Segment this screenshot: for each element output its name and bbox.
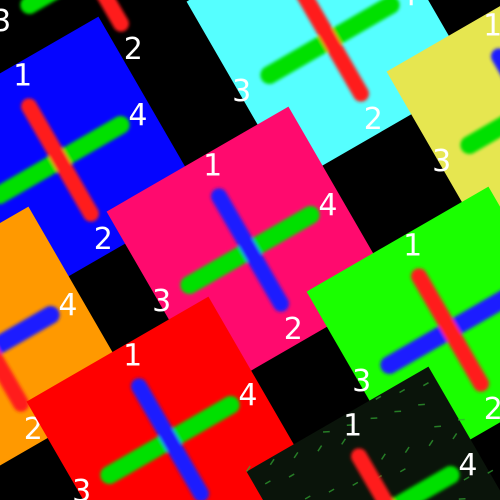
label-4: 4 bbox=[318, 188, 337, 223]
label-3: 3 bbox=[432, 144, 451, 179]
horizontal-bar bbox=[0, 306, 60, 394]
cross bbox=[180, 188, 320, 312]
texture-speck bbox=[404, 446, 410, 454]
cross bbox=[460, 48, 500, 172]
texture-speck bbox=[428, 439, 434, 447]
texture-speck bbox=[434, 425, 442, 428]
texture-speck bbox=[394, 410, 402, 413]
label-3: 3 bbox=[352, 364, 371, 399]
texture-speck bbox=[370, 417, 378, 420]
tile-bottom-middle-red: 1 2 3 4 bbox=[26, 296, 314, 500]
cross bbox=[380, 268, 500, 392]
cross bbox=[0, 98, 130, 222]
texture-speck bbox=[264, 480, 271, 485]
label-1: 1 bbox=[123, 338, 142, 373]
vertical-bar bbox=[0, 288, 29, 412]
texture-speck bbox=[352, 481, 359, 487]
texture-speck bbox=[458, 418, 465, 421]
texture-speck bbox=[452, 433, 458, 440]
label-4: 4 bbox=[58, 288, 77, 323]
label-4: 4 bbox=[398, 0, 417, 13]
texture-speck bbox=[375, 395, 382, 400]
texture-speck bbox=[328, 488, 335, 493]
texture-speck bbox=[317, 445, 323, 452]
cross bbox=[0, 288, 60, 412]
label-4: 4 bbox=[238, 378, 257, 413]
texture-speck bbox=[399, 388, 406, 394]
texture-speck bbox=[288, 473, 295, 478]
label-1: 1 bbox=[483, 8, 500, 43]
tile-top-middle-cyan: 1 2 3 4 bbox=[186, 0, 474, 184]
vertical-bar bbox=[211, 188, 289, 312]
texture-speck bbox=[323, 430, 330, 433]
vertical-bar bbox=[351, 448, 429, 500]
label-2: 2 bbox=[364, 102, 383, 137]
texture-speck bbox=[399, 468, 406, 473]
cross bbox=[260, 0, 400, 102]
vertical-bar bbox=[21, 98, 99, 222]
horizontal-bar bbox=[460, 66, 500, 154]
label-3: 3 bbox=[232, 74, 251, 109]
cross bbox=[100, 378, 240, 500]
texture-speck bbox=[341, 438, 347, 445]
label-4: 4 bbox=[458, 448, 477, 483]
label-3: 3 bbox=[0, 4, 11, 39]
vertical-bar bbox=[131, 378, 209, 500]
tile-bottom-right-textured: 1 2 3 4 bbox=[245, 366, 500, 500]
texture-speck bbox=[304, 495, 311, 500]
vertical-bar bbox=[411, 268, 489, 392]
label-4: 4 bbox=[128, 98, 147, 133]
label-1: 1 bbox=[403, 228, 422, 263]
texture-speck bbox=[245, 465, 251, 472]
vertical-bar bbox=[51, 0, 129, 32]
cross bbox=[320, 448, 460, 500]
texture-speck bbox=[458, 498, 466, 500]
cross bbox=[20, 0, 160, 32]
label-2: 2 bbox=[284, 312, 303, 347]
label-2: 2 bbox=[484, 392, 500, 427]
tile-background bbox=[386, 0, 500, 254]
texture-speck bbox=[487, 469, 494, 474]
tile-background bbox=[246, 366, 500, 500]
texture-speck bbox=[463, 476, 470, 481]
horizontal-bar bbox=[320, 466, 460, 500]
label-2: 2 bbox=[94, 222, 113, 257]
label-3: 3 bbox=[152, 284, 171, 319]
label-1: 1 bbox=[13, 58, 32, 93]
texture-speck bbox=[380, 453, 386, 460]
label-3: 3 bbox=[72, 474, 91, 500]
vertical-bar bbox=[291, 0, 369, 102]
label-1: 1 bbox=[203, 148, 222, 183]
label-2: 2 bbox=[124, 32, 143, 67]
label-1: 1 bbox=[343, 408, 362, 443]
texture-speck bbox=[418, 403, 425, 406]
texture-speck bbox=[422, 382, 429, 387]
texture-speck bbox=[346, 424, 354, 426]
texture-speck bbox=[269, 458, 275, 466]
tile-background bbox=[0, 0, 234, 114]
texture-speck bbox=[293, 451, 299, 459]
